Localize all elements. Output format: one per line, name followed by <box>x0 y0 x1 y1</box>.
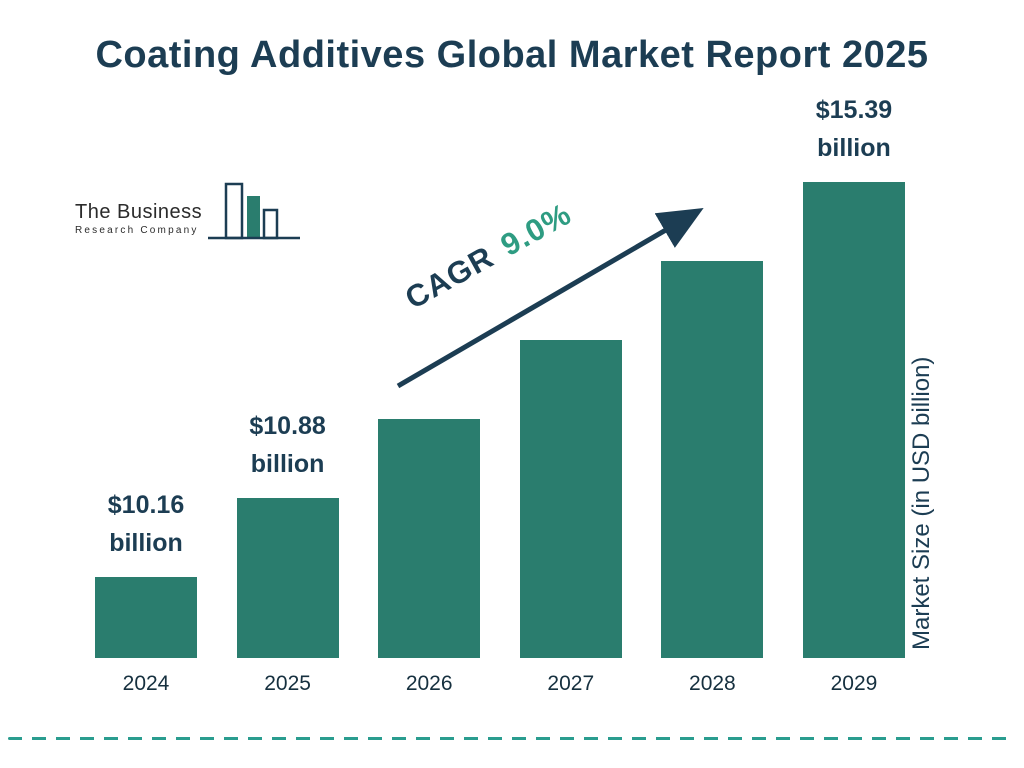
logo-line2: Research Company <box>75 225 199 236</box>
x-axis-label-2029: 2029 <box>830 672 878 695</box>
y-axis-label: Market Size (in USD billion) <box>908 356 935 650</box>
bar-group-2024: $10.16 billion 2024 <box>95 486 197 700</box>
bar-value-label-2024: $10.16 billion <box>107 491 185 557</box>
bar-group-2025: $10.88 billion 2025 <box>236 407 339 700</box>
x-axis-label-2028: 2028 <box>689 672 736 695</box>
company-logo: The Business Research Company <box>75 182 301 246</box>
bar-2029 <box>802 182 905 658</box>
bar-2025 <box>236 498 339 658</box>
bar-group-2027: 2027 <box>519 340 622 700</box>
bar-2027 <box>519 340 622 658</box>
bar-2026 <box>378 419 481 658</box>
bar-2024 <box>95 577 197 658</box>
x-axis-label-2024: 2024 <box>122 672 170 695</box>
bar-group-2029: $15.39 billion 2029 <box>802 91 905 700</box>
x-axis-label-2027: 2027 <box>547 672 595 695</box>
company-logo-text: The Business Research Company <box>75 201 202 246</box>
logo-line1: The Business <box>75 201 203 223</box>
x-axis-label-2025: 2025 <box>264 672 311 695</box>
bar-group-2028: 2028 <box>661 261 764 700</box>
bar-value-label-2025: $10.88 billion <box>249 412 326 478</box>
bottom-dashed-divider <box>8 737 1016 740</box>
bar-chart: $10.16 billion 2024 $10.88 billion 2025 2026 20… <box>95 96 905 700</box>
x-axis-label-2026: 2026 <box>405 672 453 695</box>
logo-bar-chart-icon <box>208 182 301 240</box>
bar-value-label-2029: $15.39 billion <box>815 96 893 162</box>
bar-group-2026: 2026 <box>378 419 481 700</box>
page-title: Coating Additives Global Market Report 2… <box>95 34 929 76</box>
bar-2028 <box>661 261 764 658</box>
